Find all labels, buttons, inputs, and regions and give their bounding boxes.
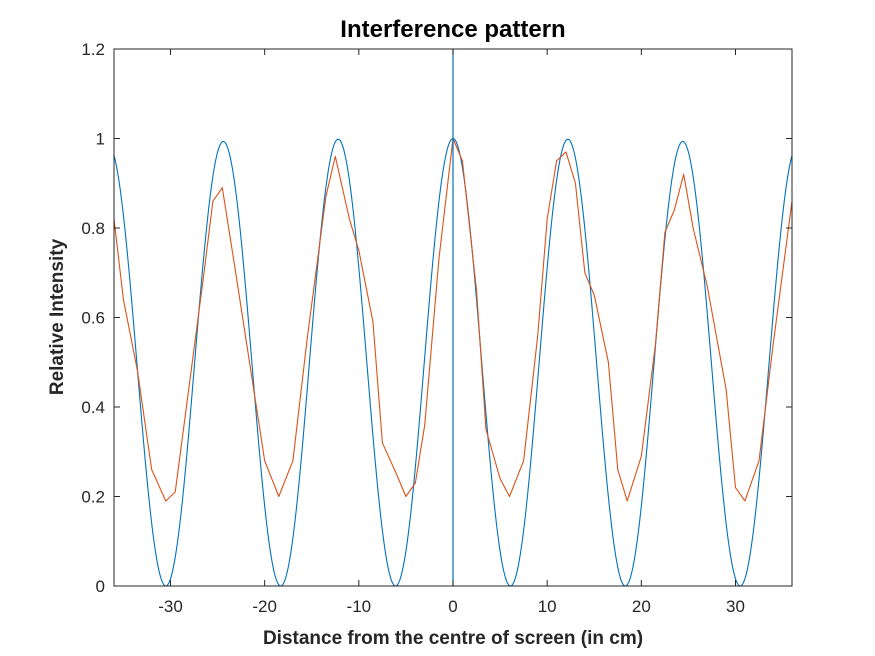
chart-title: Interference pattern: [340, 16, 565, 43]
y-tick-label: 0.8: [81, 219, 105, 238]
x-tick-label: 10: [538, 597, 557, 616]
y-tick-label: 1: [96, 130, 105, 149]
x-tick-label: -30: [158, 597, 183, 616]
x-tick-label: 0: [448, 597, 457, 616]
series-measured-line: [113, 137, 793, 502]
y-tick-label: 1.2: [81, 40, 105, 59]
x-axis-ticks: -30 -20 -10 0 10 20 30: [158, 49, 745, 616]
y-tick-label: 0.4: [81, 398, 105, 417]
y-axis-label: Relative Intensity: [47, 238, 68, 395]
series-layer: [113, 49, 793, 587]
x-tick-label: 20: [632, 597, 651, 616]
x-tick-label: -20: [252, 597, 277, 616]
x-tick-label: -10: [347, 597, 372, 616]
y-tick-label: 0.2: [81, 488, 105, 507]
y-tick-label: 0.6: [81, 309, 105, 328]
x-tick-label: 30: [726, 597, 745, 616]
y-axis-ticks: 0 0.2 0.4 0.6 0.8 1 1.2: [81, 40, 792, 596]
y-tick-label: 0: [96, 577, 105, 596]
x-axis-label: Distance from the centre of screen (in c…: [263, 628, 643, 649]
